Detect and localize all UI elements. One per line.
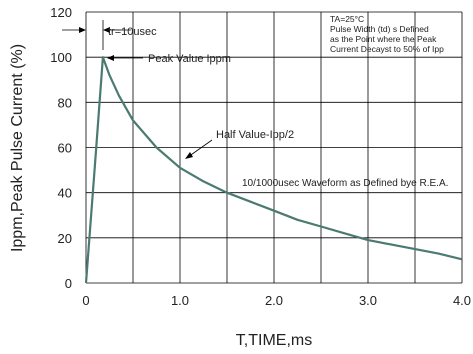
x-tick-label: 3.0 [359,293,377,308]
y-tick-label: 20 [58,231,72,246]
half-value-annotation: Half Value-Ipp/2 [185,129,294,159]
waveform-series-line [84,56,463,284]
y-tick-label: 100 [50,50,72,65]
y-tick-label: 120 [50,5,72,20]
tr-label: tr=10usec [108,26,157,38]
series-layer [84,56,463,284]
conditions-line-3: as the Point where the Peak [330,34,437,44]
tr-arrow-right-head [103,27,110,33]
x-axis-title: T,TIME,ms [236,332,312,349]
peak-label: Peak Value Ippm [148,53,231,65]
y-tick-label: 0 [65,276,72,291]
tr-annotation: tr=10usec [62,20,157,50]
y-tick-label: 60 [58,141,72,156]
waveform-label: 10/1000usec Waveform as Defined bye R.E.… [242,178,448,189]
peak-arrow-head [107,55,114,61]
half-arrow-head [185,152,193,159]
tick-labels: 0 1.0 2.0 3.0 4.0 0 20 40 60 80 100 120 [50,5,471,308]
conditions-note: TA=25°C Pulse Width (td) s Defined as th… [330,14,444,54]
x-tick-label: 0 [82,293,89,308]
y-tick-label: 40 [58,186,72,201]
x-tick-label: 2.0 [265,293,283,308]
conditions-line-2: Pulse Width (td) s Defined [330,24,429,34]
tr-arrow-left-head [79,27,86,33]
x-tick-label: 1.0 [171,293,189,308]
conditions-line-4: Current Decayst to 50% of Ipp [330,44,444,54]
y-tick-label: 80 [58,95,72,110]
conditions-line-1: TA=25°C [330,14,364,24]
x-tick-label: 4.0 [453,293,471,308]
grid-lines [85,11,463,284]
half-value-label: Half Value-Ipp/2 [216,129,294,141]
peak-annotation: Peak Value Ippm [107,53,231,65]
half-arrow-line [187,139,213,158]
y-axis-title: Ippm,Peak Pulse Current (%) [9,44,26,252]
